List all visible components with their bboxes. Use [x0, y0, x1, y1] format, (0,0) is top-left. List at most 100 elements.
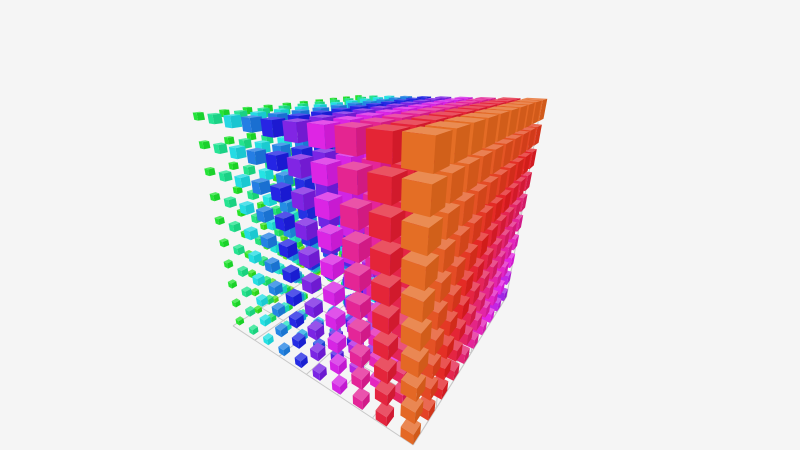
data-cube — [278, 342, 291, 357]
cube-face — [259, 180, 271, 195]
cube-face — [360, 296, 371, 320]
cube-face — [301, 278, 313, 295]
cube-face — [469, 103, 497, 107]
cube-face — [300, 356, 308, 369]
cube-face — [521, 97, 548, 101]
cube-face — [523, 153, 531, 175]
cube-face — [510, 253, 516, 269]
cube-face — [388, 335, 399, 361]
cube-face — [256, 202, 262, 210]
cube-face — [247, 269, 256, 274]
cube-face — [339, 379, 348, 395]
cube-face — [346, 290, 371, 306]
cube-face — [285, 288, 302, 298]
cube-face — [472, 216, 483, 244]
cube-face — [337, 336, 347, 354]
cube-face — [446, 205, 461, 240]
data-cube — [255, 206, 275, 223]
cube-face — [268, 296, 274, 305]
cube-face — [427, 217, 444, 257]
cube-face — [330, 99, 340, 101]
data-cube — [231, 298, 241, 308]
cube-face — [384, 95, 395, 97]
data-cube — [342, 231, 372, 264]
cube-face — [486, 249, 494, 270]
data-cube — [198, 140, 211, 150]
cube-face — [492, 145, 504, 175]
cube-face — [294, 357, 302, 369]
cube-face — [390, 119, 431, 126]
cube-face — [273, 108, 289, 110]
cube-face — [401, 110, 431, 115]
cube-face — [260, 232, 277, 240]
cube-face — [254, 237, 260, 246]
cube-face — [331, 374, 347, 387]
cube-face — [327, 338, 338, 354]
cube-face — [518, 177, 526, 198]
cube-face — [480, 151, 493, 183]
cube-face — [491, 261, 499, 280]
cube-face — [283, 345, 291, 357]
cube-face — [495, 239, 503, 259]
cube-face — [207, 112, 222, 115]
cube-face — [431, 104, 458, 108]
cube-face — [280, 285, 288, 295]
data-cube — [218, 170, 233, 182]
cube-face — [213, 144, 220, 154]
cube-face — [525, 102, 535, 128]
cube-face — [375, 400, 395, 418]
data-cube — [260, 232, 278, 249]
cube-face — [493, 291, 499, 306]
cube-face — [290, 191, 305, 211]
cube-face — [265, 277, 272, 287]
data-cube — [337, 161, 373, 196]
cube-face — [372, 301, 400, 319]
cube-face — [301, 272, 321, 283]
cube-face — [204, 168, 210, 177]
cube-face — [198, 140, 210, 143]
cube-face — [370, 247, 391, 277]
cube-face — [413, 99, 431, 102]
data-cube — [207, 112, 223, 125]
cube-face — [371, 271, 402, 289]
cube-face — [334, 286, 346, 307]
cube-face — [446, 337, 455, 360]
cube-face — [408, 104, 431, 107]
cube-face — [325, 314, 337, 331]
cube-face — [227, 261, 234, 269]
data-cube — [374, 354, 397, 385]
data-cube — [285, 288, 303, 307]
cube-face — [406, 97, 421, 99]
data-cube — [192, 111, 205, 121]
cube-face — [437, 302, 448, 331]
cube-face — [483, 206, 494, 233]
data-cube — [307, 320, 325, 341]
data-cube — [223, 136, 235, 145]
cube-face — [234, 173, 250, 179]
cube-face — [294, 222, 308, 241]
cube-face — [400, 353, 419, 378]
data-cube — [322, 281, 346, 307]
cube-face — [317, 223, 344, 235]
cube-face — [309, 342, 326, 354]
cube-face — [209, 193, 215, 202]
cube-face — [257, 107, 270, 109]
data-cube — [246, 147, 268, 165]
cube-face — [271, 306, 279, 318]
data-cube — [286, 153, 315, 179]
cube-face — [306, 205, 317, 222]
cube-face — [474, 109, 510, 114]
cube-face — [299, 100, 308, 102]
cube-face — [254, 307, 258, 314]
cube-face — [460, 112, 499, 118]
cube-face — [315, 325, 325, 341]
data-cube — [400, 170, 448, 218]
cube-face — [208, 168, 216, 177]
cube-face — [476, 314, 483, 331]
data-cube — [320, 253, 345, 281]
cube-face — [328, 195, 343, 221]
cube-face — [278, 238, 297, 247]
cube-face — [223, 259, 233, 264]
